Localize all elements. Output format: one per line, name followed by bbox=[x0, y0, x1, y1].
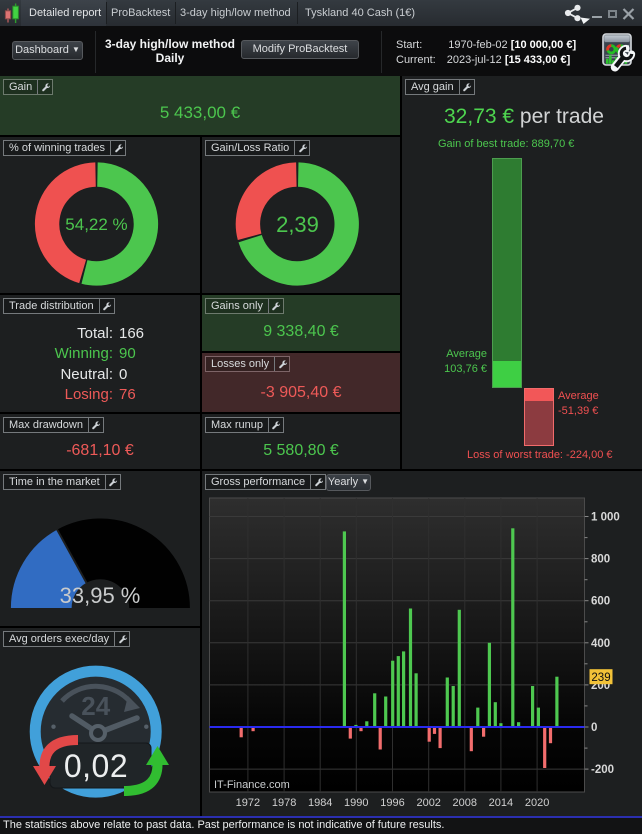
svg-text:1996: 1996 bbox=[380, 797, 404, 809]
svg-text:400: 400 bbox=[591, 638, 610, 650]
svg-text:0,02: 0,02 bbox=[64, 748, 128, 784]
svg-text:1984: 1984 bbox=[308, 797, 332, 809]
svg-text:1990: 1990 bbox=[344, 797, 368, 809]
svg-text:1 000: 1 000 bbox=[591, 512, 620, 524]
svg-text:800: 800 bbox=[591, 554, 610, 566]
svg-text:1978: 1978 bbox=[272, 797, 296, 809]
svg-text:1972: 1972 bbox=[236, 797, 260, 809]
svg-text:2008: 2008 bbox=[453, 797, 477, 809]
svg-text:-200: -200 bbox=[591, 764, 614, 776]
svg-text:0: 0 bbox=[591, 722, 597, 734]
svg-text:600: 600 bbox=[591, 596, 610, 608]
svg-text:IT-Finance.com: IT-Finance.com bbox=[214, 779, 290, 791]
svg-text:2002: 2002 bbox=[416, 797, 440, 809]
svg-text:239: 239 bbox=[591, 672, 610, 684]
svg-text:24: 24 bbox=[81, 691, 110, 721]
svg-text:2020: 2020 bbox=[525, 797, 549, 809]
svg-text:2014: 2014 bbox=[489, 797, 513, 809]
